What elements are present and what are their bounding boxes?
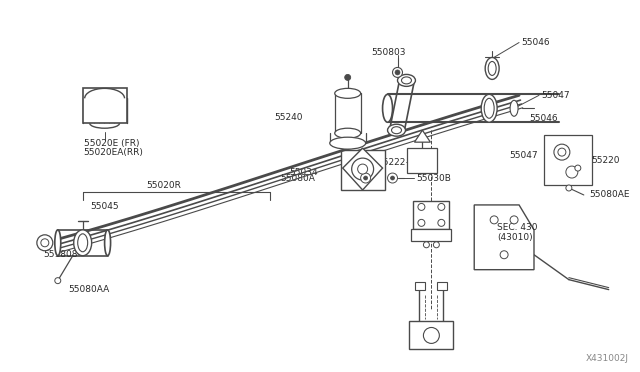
Ellipse shape	[74, 230, 92, 256]
Circle shape	[438, 203, 445, 211]
Circle shape	[554, 144, 570, 160]
Text: 55047: 55047	[541, 91, 570, 100]
Circle shape	[388, 173, 397, 183]
Text: 55034: 55034	[289, 167, 318, 177]
Text: 55020R: 55020R	[146, 180, 181, 189]
Circle shape	[418, 219, 425, 226]
Circle shape	[566, 166, 578, 178]
Circle shape	[345, 74, 351, 80]
Text: 55240: 55240	[275, 113, 303, 122]
Text: 55080AE: 55080AE	[589, 190, 629, 199]
Text: 55020E (FR): 55020E (FR)	[84, 139, 139, 148]
Text: 55080AA: 55080AA	[68, 285, 110, 294]
Text: SEC. 430: SEC. 430	[497, 223, 538, 232]
Ellipse shape	[104, 230, 111, 256]
Text: 55020EA(RR): 55020EA(RR)	[84, 148, 143, 157]
Polygon shape	[474, 205, 534, 270]
Text: 550803: 550803	[372, 48, 406, 57]
Ellipse shape	[330, 137, 365, 149]
Ellipse shape	[484, 98, 494, 118]
Circle shape	[364, 176, 367, 180]
Circle shape	[352, 158, 374, 180]
Text: 55046: 55046	[521, 38, 550, 47]
Circle shape	[424, 327, 439, 343]
Circle shape	[424, 242, 429, 248]
Text: 55220: 55220	[592, 155, 620, 164]
Circle shape	[575, 165, 581, 171]
Ellipse shape	[335, 128, 361, 138]
Polygon shape	[415, 130, 430, 142]
Text: 55222+A: 55222+A	[378, 158, 420, 167]
Text: 55030B: 55030B	[417, 173, 451, 183]
Circle shape	[558, 148, 566, 156]
Ellipse shape	[481, 94, 497, 122]
Circle shape	[438, 219, 445, 226]
Text: (43010): (43010)	[497, 233, 532, 242]
Circle shape	[500, 251, 508, 259]
Circle shape	[392, 67, 403, 77]
Text: 55046: 55046	[529, 114, 557, 123]
Bar	[544, 135, 592, 185]
Bar	[340, 150, 385, 190]
Text: 55047: 55047	[509, 151, 538, 160]
Bar	[437, 282, 447, 290]
Polygon shape	[342, 148, 383, 190]
Circle shape	[361, 173, 371, 183]
Circle shape	[395, 70, 400, 75]
Text: 551808: 551808	[43, 250, 77, 259]
Text: 55247: 55247	[417, 343, 445, 352]
Bar	[410, 321, 453, 349]
Ellipse shape	[488, 61, 496, 76]
Bar	[413, 201, 449, 229]
Circle shape	[55, 278, 61, 283]
Circle shape	[566, 185, 572, 191]
Bar	[83, 89, 127, 123]
Ellipse shape	[485, 58, 499, 79]
Ellipse shape	[335, 89, 361, 98]
Bar	[408, 148, 437, 173]
Circle shape	[390, 176, 394, 180]
Ellipse shape	[510, 100, 518, 116]
Ellipse shape	[392, 127, 401, 134]
Circle shape	[37, 235, 53, 251]
Ellipse shape	[77, 234, 88, 252]
Ellipse shape	[397, 74, 415, 86]
Circle shape	[433, 242, 439, 248]
Text: 55080A: 55080A	[280, 173, 315, 183]
Ellipse shape	[55, 230, 61, 256]
Circle shape	[418, 203, 425, 211]
Circle shape	[358, 164, 367, 174]
Ellipse shape	[383, 94, 392, 122]
Ellipse shape	[388, 124, 406, 136]
Text: X431002J: X431002J	[586, 355, 628, 363]
Bar	[412, 229, 451, 241]
Bar	[415, 282, 426, 290]
Circle shape	[510, 216, 518, 224]
Circle shape	[490, 216, 498, 224]
Ellipse shape	[401, 77, 412, 84]
Circle shape	[41, 239, 49, 247]
Text: 55045: 55045	[91, 202, 119, 211]
